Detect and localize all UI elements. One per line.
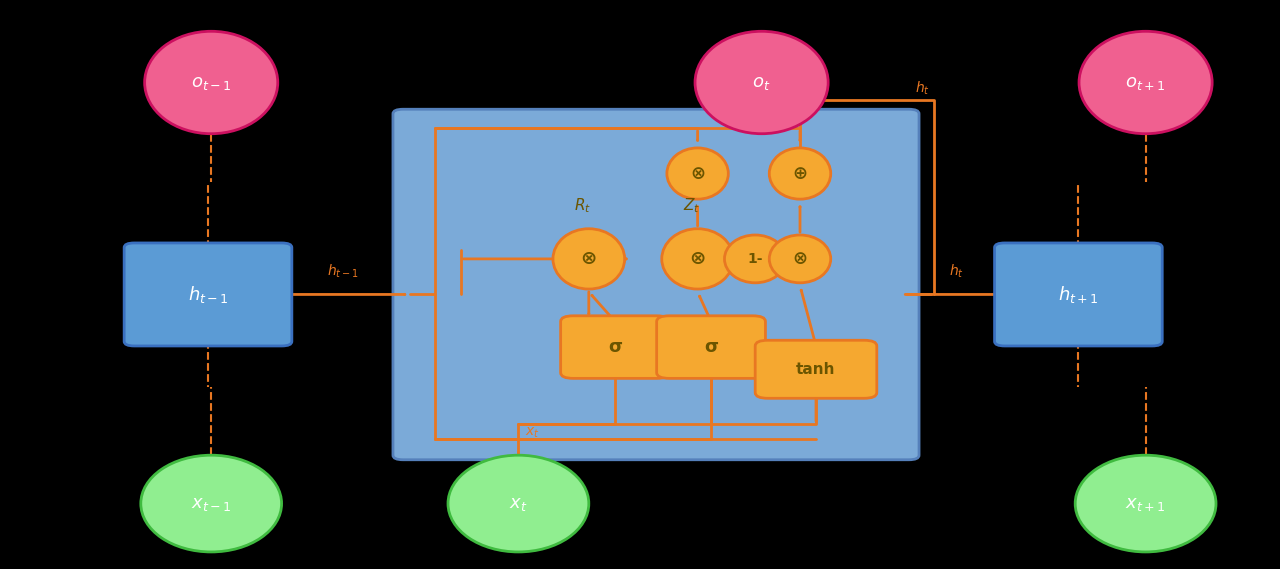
- Text: σ: σ: [704, 338, 718, 356]
- Text: $x_t$: $x_t$: [525, 425, 539, 440]
- Text: 1-: 1-: [748, 252, 763, 266]
- Text: $h_t$: $h_t$: [950, 263, 964, 280]
- Text: $h_t$: $h_t$: [915, 79, 931, 97]
- Text: ⊕: ⊕: [792, 164, 808, 183]
- Ellipse shape: [667, 148, 728, 199]
- Text: $o_{t-1}$: $o_{t-1}$: [191, 73, 232, 92]
- Text: tanh: tanh: [796, 362, 836, 377]
- Ellipse shape: [448, 455, 589, 552]
- Text: $o_{t+1}$: $o_{t+1}$: [1125, 73, 1166, 92]
- Ellipse shape: [141, 455, 282, 552]
- Ellipse shape: [769, 148, 831, 199]
- Text: $x_{t-1}$: $x_{t-1}$: [191, 494, 232, 513]
- Text: $h_{t+1}$: $h_{t+1}$: [1059, 284, 1098, 305]
- Ellipse shape: [724, 235, 786, 283]
- Text: ⊗: ⊗: [690, 164, 705, 183]
- FancyBboxPatch shape: [124, 243, 292, 346]
- FancyBboxPatch shape: [755, 340, 877, 398]
- Ellipse shape: [1079, 31, 1212, 134]
- Text: $x_{t+1}$: $x_{t+1}$: [1125, 494, 1166, 513]
- Ellipse shape: [662, 229, 733, 289]
- Ellipse shape: [553, 229, 625, 289]
- Text: ⊗: ⊗: [581, 249, 596, 269]
- FancyBboxPatch shape: [657, 316, 765, 378]
- Ellipse shape: [145, 31, 278, 134]
- FancyBboxPatch shape: [995, 243, 1162, 346]
- Text: σ: σ: [608, 338, 622, 356]
- Text: $h_{t-1}$: $h_{t-1}$: [326, 263, 358, 280]
- Text: $Z_t$: $Z_t$: [682, 196, 700, 215]
- Text: $o_t$: $o_t$: [753, 73, 771, 92]
- Ellipse shape: [695, 31, 828, 134]
- FancyBboxPatch shape: [561, 316, 669, 378]
- FancyBboxPatch shape: [393, 109, 919, 460]
- Text: ⊗: ⊗: [690, 249, 705, 269]
- Text: $h_{t-1}$: $h_{t-1}$: [188, 284, 228, 305]
- Text: $x_t$: $x_t$: [509, 494, 527, 513]
- Text: ⊗: ⊗: [792, 250, 808, 268]
- Text: $R_t$: $R_t$: [573, 196, 591, 215]
- Ellipse shape: [769, 235, 831, 283]
- Ellipse shape: [1075, 455, 1216, 552]
